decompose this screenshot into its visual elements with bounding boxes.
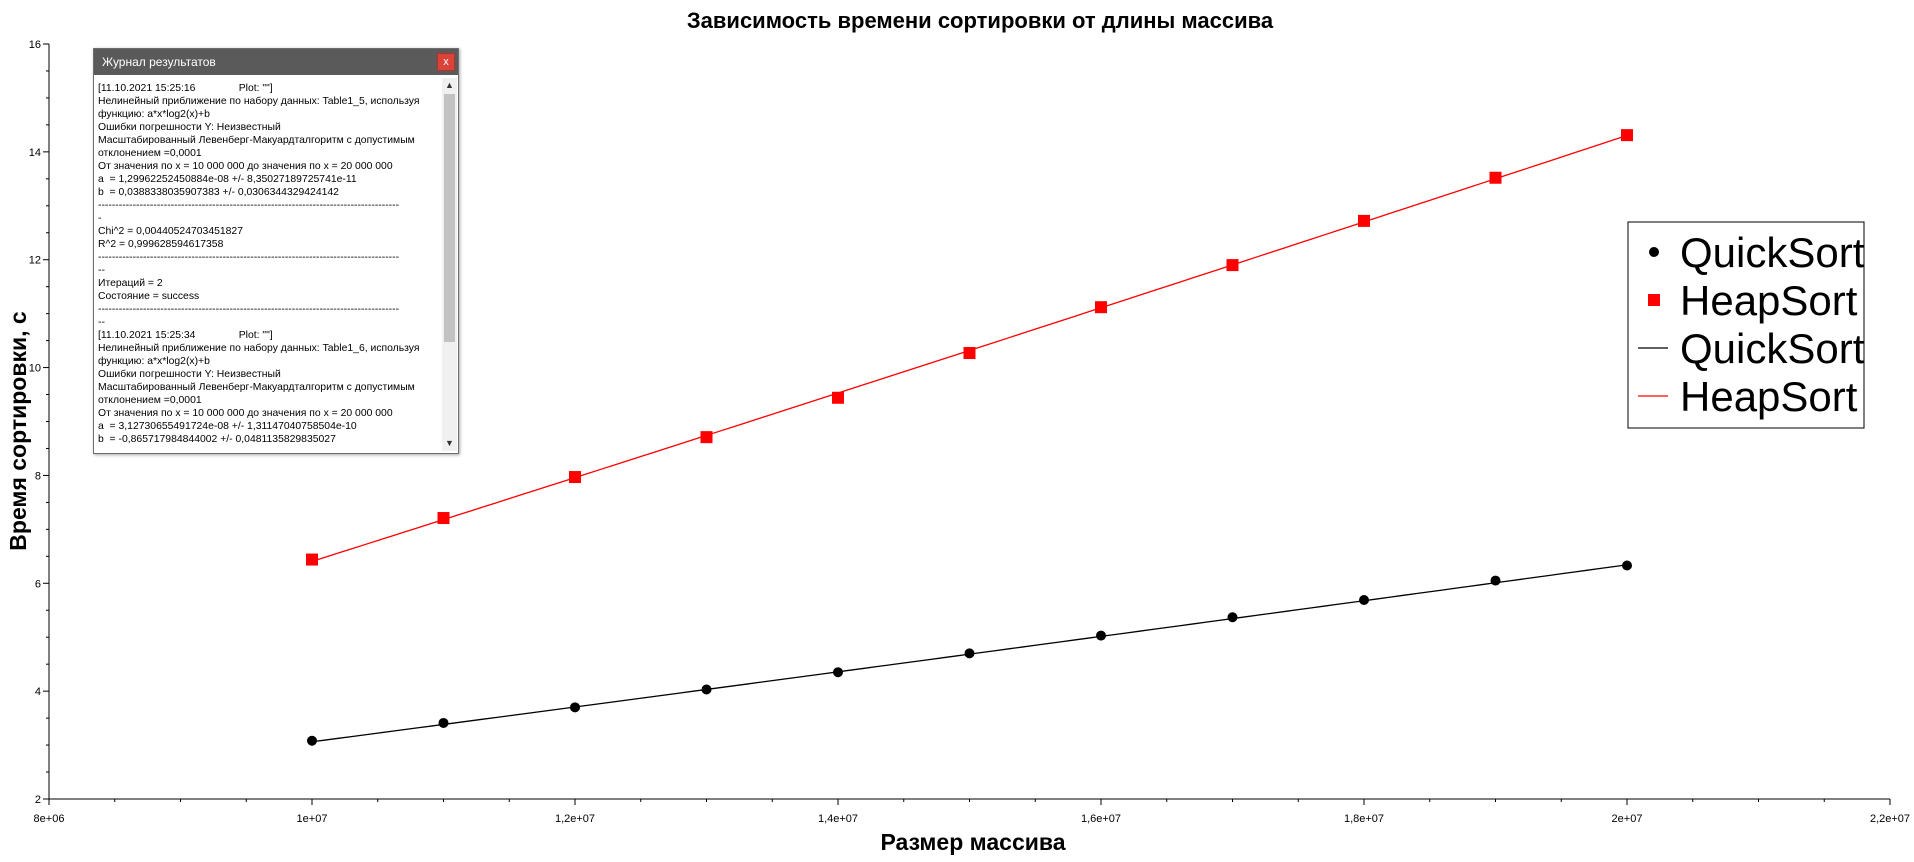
data-points (306, 129, 1633, 746)
y-tick-label: 16 (29, 39, 41, 51)
y-tick-label: 4 (35, 686, 41, 698)
x-axis-label: Размер массива (880, 829, 1065, 855)
legend-marker (1649, 247, 1659, 257)
point-quicksort (1622, 560, 1632, 571)
point-quicksort (964, 648, 975, 659)
point-quicksort (833, 667, 843, 678)
point-heapsort (1226, 259, 1239, 272)
x-tick-label: 1,4e+07 (818, 813, 858, 825)
y-axis-label: Время сортировки, с (5, 311, 31, 551)
legend-label: QuickSort (1680, 325, 1865, 372)
x-tick-label: 2e+07 (1612, 813, 1643, 825)
point-heapsort (1621, 129, 1633, 142)
point-heapsort (1095, 301, 1107, 314)
point-quicksort (438, 717, 449, 728)
x-tick-label: 1,6e+07 (1081, 813, 1121, 825)
log-title: Журнал результатов (102, 55, 216, 69)
y-axis-ticks: 2 4 6 8 10 12 14 16 (29, 39, 49, 806)
point-quicksort (701, 684, 712, 695)
point-quicksort (570, 702, 580, 713)
x-tick-label: 1,8e+07 (1344, 813, 1384, 825)
legend-marker (1648, 294, 1660, 306)
y-tick-label: 14 (29, 147, 41, 159)
legend-box (1627, 221, 1865, 429)
log-body: [11.10.2021 15:25:16 Plot: ""] Нелинейны… (94, 75, 458, 453)
point-heapsort (963, 347, 976, 360)
log-text[interactable]: [11.10.2021 15:25:16 Plot: ""] Нелинейны… (98, 83, 420, 445)
y-tick-label: 8 (35, 470, 41, 482)
legend-label: QuickSort (1680, 229, 1865, 276)
point-quicksort (1359, 595, 1369, 606)
results-log-window[interactable]: Журнал результатов x [11.10.2021 15:25:1… (93, 48, 459, 454)
log-title-bar[interactable]: Журнал результатов x (94, 49, 458, 75)
point-quicksort (1096, 630, 1106, 641)
legend-label: HeapSort (1680, 373, 1858, 420)
x-tick-label: 1,2e+07 (555, 813, 595, 825)
point-heapsort (700, 431, 713, 444)
y-tick-label: 6 (35, 578, 41, 590)
x-tick-label: 8e+06 (34, 813, 65, 825)
scroll-down-icon[interactable]: ▼ (445, 438, 454, 448)
y-tick-label: 12 (29, 255, 41, 267)
y-tick-label: 2 (35, 794, 41, 806)
point-heapsort (832, 391, 844, 404)
y-tick-label: 10 (29, 363, 41, 375)
point-heapsort (569, 471, 581, 484)
log-scrollbar[interactable]: ▲ ▼ (442, 78, 457, 451)
scroll-up-icon[interactable]: ▲ (445, 80, 454, 90)
x-tick-label: 1e+07 (297, 813, 328, 825)
x-axis-ticks: 8e+06 1e+07 1,2e+07 1,4e+07 1,6e+07 1,8e+07 2e… (34, 799, 1910, 825)
scroll-thumb[interactable] (444, 94, 455, 342)
point-heapsort (1489, 171, 1502, 184)
chart-title: Зависимость времени сортировки от длины … (687, 8, 1274, 33)
point-heapsort (1358, 214, 1370, 227)
point-quicksort (1227, 612, 1238, 623)
point-heapsort (437, 512, 450, 525)
x-tick-label: 2,2e+07 (1870, 813, 1910, 825)
close-icon[interactable]: x (437, 53, 455, 71)
point-quicksort (307, 735, 317, 746)
point-quicksort (1490, 575, 1501, 586)
legend-label: HeapSort (1680, 277, 1858, 324)
point-heapsort (306, 553, 318, 566)
